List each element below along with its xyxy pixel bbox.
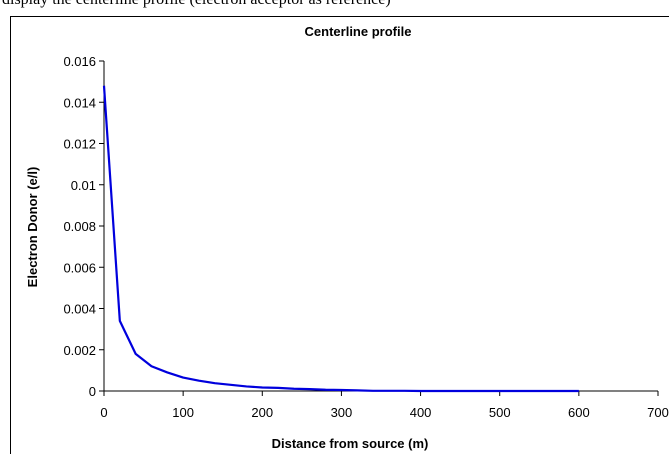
y-tick-label: 0.008 bbox=[63, 219, 96, 234]
series-layer bbox=[102, 85, 579, 393]
y-tick-label: 0.016 bbox=[63, 54, 96, 69]
x-tick-label: 200 bbox=[251, 405, 273, 420]
y-axis-title: Electron Donor (e/l) bbox=[25, 167, 40, 288]
x-tick-label: 100 bbox=[172, 405, 194, 420]
y-axis-ticks: 0 0.002 0.004 0.006 0.008 0.01 0.012 0.014 0.016 bbox=[63, 54, 104, 399]
plot-area: 0 0.002 0.004 0.006 0.008 0.01 0.012 0.014 0.016… bbox=[63, 54, 668, 420]
y-tick-label: 0.01 bbox=[71, 178, 96, 193]
x-axis-title: Distance from source (m) bbox=[272, 436, 429, 451]
y-tick-label: 0.014 bbox=[63, 95, 96, 110]
x-tick-label: 600 bbox=[568, 405, 590, 420]
x-tick-label: 700 bbox=[647, 405, 669, 420]
top-caption-fragment: display the centerline profile (electron… bbox=[2, 0, 669, 16]
chart-title: Centerline profile bbox=[305, 24, 412, 39]
series-line-0 bbox=[102, 85, 579, 393]
x-tick-label: 300 bbox=[331, 405, 353, 420]
y-tick-label: 0.002 bbox=[63, 343, 96, 358]
top-caption-text: display the centerline profile (electron… bbox=[2, 0, 391, 9]
x-axis-ticks: 0 100 200 300 400 500 600 700 bbox=[100, 391, 669, 420]
x-tick-label: 400 bbox=[410, 405, 432, 420]
y-tick-label: 0.012 bbox=[63, 137, 96, 152]
y-tick-label: 0.006 bbox=[63, 260, 96, 275]
y-tick-label: 0.004 bbox=[63, 302, 96, 317]
x-tick-label: 0 bbox=[100, 405, 107, 420]
y-tick-label: 0 bbox=[89, 384, 96, 399]
x-tick-label: 500 bbox=[489, 405, 511, 420]
chart-frame bbox=[10, 16, 669, 454]
